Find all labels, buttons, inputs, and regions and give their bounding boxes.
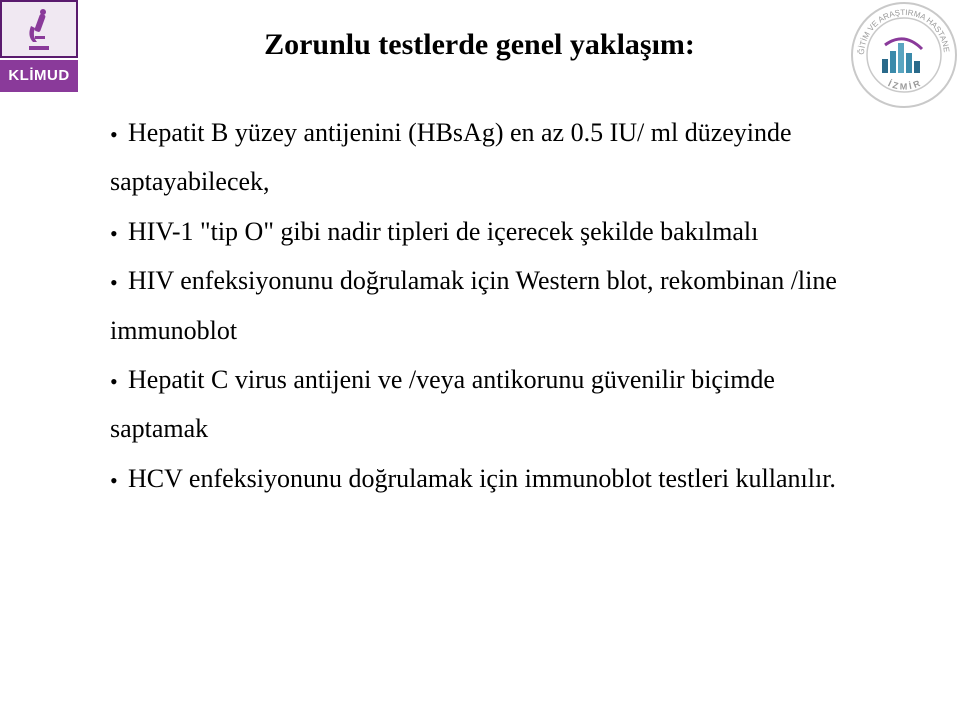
bullet-item: •HCV enfeksiyonunu doğrulamak için immun… — [110, 454, 859, 503]
klimud-logo-text: KLİMUD — [0, 60, 78, 92]
bullet-text: HIV enfeksiyonunu doğrulamak için Wester… — [110, 266, 837, 344]
klimud-logo-icon-box — [0, 0, 78, 58]
bullet-item: •Hepatit C virus antijeni ve /veya antik… — [110, 355, 859, 454]
bullet-text: HIV-1 "tip O" gibi nadir tipleri de içer… — [128, 217, 758, 246]
bullet-item: •HIV enfeksiyonunu doğrulamak için Weste… — [110, 256, 859, 355]
bullet-item: •Hepatit B yüzey antijenini (HBsAg) en a… — [110, 108, 859, 207]
bullet-dot-icon: • — [110, 262, 128, 304]
bullet-text: HCV enfeksiyonunu doğrulamak için immuno… — [128, 464, 836, 493]
slide-title: Zorunlu testlerde genel yaklaşım: — [100, 28, 859, 62]
bullet-text: Hepatit B yüzey antijenini (HBsAg) en az… — [110, 118, 792, 196]
klimud-logo: KLİMUD — [0, 0, 80, 110]
bullet-list: •Hepatit B yüzey antijenini (HBsAg) en a… — [100, 108, 859, 503]
bullet-dot-icon: • — [110, 114, 128, 156]
bullet-dot-icon: • — [110, 460, 128, 502]
microscope-icon — [21, 8, 57, 50]
hospital-seal-logo: EĞİTİM VE ARAŞTIRMA HASTANESİ İ Z M İ R — [849, 0, 959, 110]
bullet-dot-icon: • — [110, 213, 128, 255]
slide-content: Zorunlu testlerde genel yaklaşım: •Hepat… — [100, 28, 859, 503]
bullet-dot-icon: • — [110, 361, 128, 403]
seal-icon: EĞİTİM VE ARAŞTIRMA HASTANESİ İ Z M İ R — [849, 0, 959, 110]
bullet-text: Hepatit C virus antijeni ve /veya antiko… — [110, 365, 775, 443]
bullet-item: •HIV-1 "tip O" gibi nadir tipleri de içe… — [110, 207, 859, 256]
